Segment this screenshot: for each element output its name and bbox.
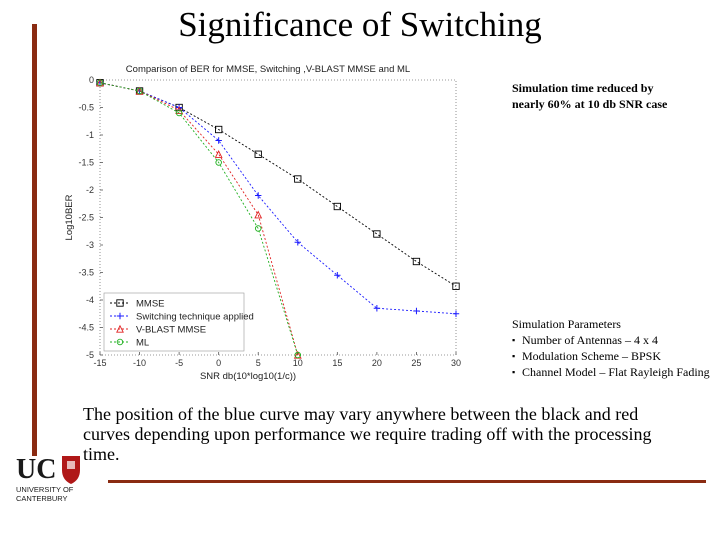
legend-label: ML: [136, 338, 149, 349]
slide-caption: The position of the blue curve may vary …: [83, 404, 652, 464]
data-point: [412, 257, 421, 266]
logo-line1: UNIVERSITY OF: [16, 485, 74, 494]
data-point: [294, 351, 302, 359]
data-point: [175, 109, 183, 117]
data-point: [294, 175, 302, 183]
x-tick-label: 20: [372, 358, 382, 368]
legend-label: V-BLAST MMSE: [136, 325, 206, 336]
x-tick-label: 5: [256, 358, 261, 368]
parameter-item: Channel Model – Flat Rayleigh Fading: [512, 364, 712, 380]
accent-bar-left: [32, 24, 37, 456]
parameter-item: Number of Antennas – 4 x 4: [512, 332, 712, 348]
data-point: [334, 272, 341, 279]
y-axis-label: Log10BER: [64, 194, 75, 240]
chart-title: Comparison of BER for MMSE, Switching ,V…: [126, 64, 410, 75]
legend-marker: [116, 312, 124, 320]
y-tick-label: -3.5: [78, 268, 94, 278]
legend-marker: [116, 338, 124, 346]
x-tick-label: -10: [133, 358, 146, 368]
x-tick-label: 10: [293, 358, 303, 368]
data-point: [294, 239, 301, 246]
data-point: [254, 210, 263, 219]
x-tick-label: 25: [411, 358, 421, 368]
data-point: [452, 282, 460, 290]
y-tick-label: -1: [86, 130, 94, 140]
y-tick-label: 0: [89, 75, 94, 85]
plot-frame: [99, 79, 457, 356]
crest-icon: [62, 456, 80, 484]
data-point: [254, 150, 262, 158]
data-point: [254, 225, 262, 232]
x-tick-label: 0: [216, 358, 221, 368]
y-tick-label: -2.5: [78, 213, 94, 223]
data-point: [136, 87, 143, 95]
x-tick-label: 30: [451, 358, 461, 368]
parameters-title: Simulation Parameters: [512, 317, 621, 331]
y-tick-label: -0.5: [78, 103, 94, 113]
logo-text: UC: [16, 454, 56, 485]
slide-title: Significance of Switching: [178, 5, 542, 44]
y-tick-label: -5: [86, 350, 94, 360]
y-tick-label: -4.5: [78, 323, 94, 333]
x-tick-label: 15: [332, 358, 342, 368]
data-point: [413, 307, 420, 315]
ber-chart: Comparison of BER for MMSE, Switching ,V…: [64, 64, 461, 382]
parameters-list: Number of Antennas – 4 x 4 Modulation Sc…: [512, 332, 712, 380]
accent-bar-bottom: [108, 480, 706, 483]
y-tick-label: -2: [86, 185, 94, 195]
series-line-1: [99, 82, 457, 315]
data-point: [215, 125, 223, 134]
y-tick-label: -3: [86, 240, 94, 250]
x-tick-label: -5: [175, 358, 183, 368]
data-point: [373, 305, 381, 312]
data-point: [333, 202, 341, 211]
x-axis-label: SNR db(10*log10(1/c)): [200, 371, 296, 382]
data-point: [96, 79, 104, 87]
logo-line2: CANTERBURY: [16, 494, 68, 503]
simulation-time-note: Simulation time reduced by nearly 60% at…: [512, 81, 668, 111]
series-line-3: [99, 82, 299, 356]
series-line-0: [99, 82, 457, 287]
data-point: [373, 230, 381, 238]
data-point: [452, 310, 460, 317]
data-point: [255, 192, 262, 199]
legend-marker: [116, 299, 124, 307]
y-tick-label: -1.5: [78, 158, 94, 168]
university-logo: UC UNIVERSITY OF CANTERBURY: [16, 454, 80, 503]
x-tick-label: -15: [93, 358, 106, 368]
data-point: [215, 159, 222, 166]
y-tick-label: -4: [86, 295, 94, 305]
parameter-item: Modulation Scheme – BPSK: [512, 348, 712, 364]
data-point: [214, 150, 223, 158]
data-point: [215, 137, 222, 144]
legend-marker: [116, 324, 124, 333]
legend-label: Switching technique applied: [136, 312, 254, 323]
simulation-parameters: Simulation Parameters Number of Antennas…: [512, 316, 712, 380]
legend-label: MMSE: [136, 299, 165, 310]
chart-plot-area: Comparison of BER for MMSE, Switching ,V…: [64, 64, 461, 382]
